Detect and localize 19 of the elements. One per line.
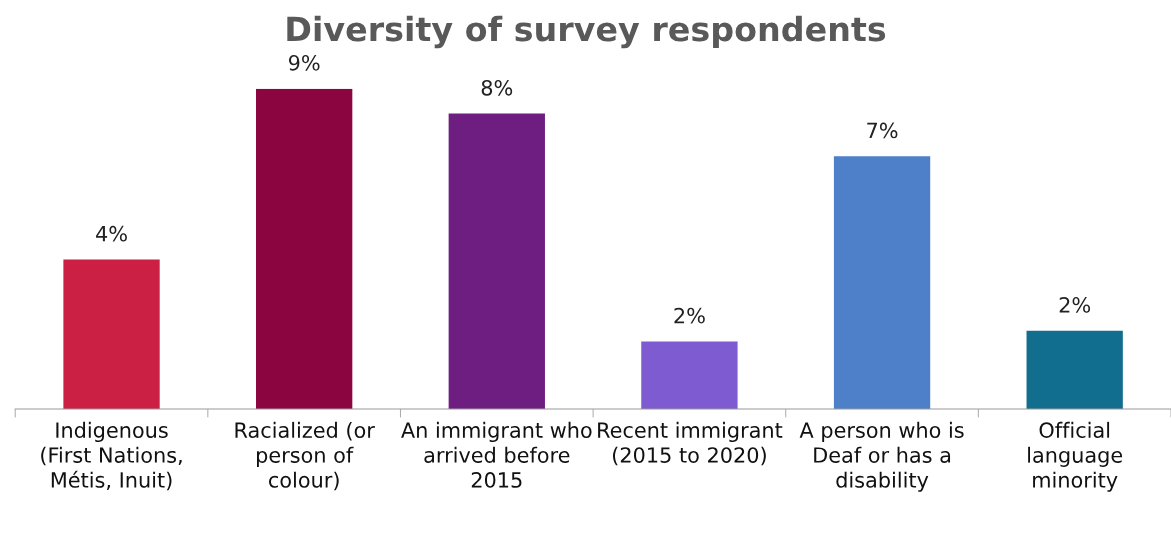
data-label: 8% [481, 79, 513, 96]
chart-title: Diversity of survey respondents [287, 15, 886, 49]
bar [833, 156, 931, 410]
x-tick-label: Official language minority [1028, 421, 1123, 492]
bar [63, 259, 160, 410]
bar [641, 341, 738, 410]
x-tick-label: A person who is Deaf or has a disability [799, 421, 964, 492]
bar [256, 88, 353, 410]
data-label: 7% [867, 122, 898, 139]
x-tick-label: An immigrant who arrived before 2015 [401, 421, 592, 488]
x-tick-label: Recent immigrant (2015 to 2020) [598, 421, 783, 466]
x-tick-label: Indigenous (First Nations, Métis, Inuit) [41, 421, 182, 491]
data-label: 2% [1059, 297, 1091, 313]
data-label: 9% [288, 54, 320, 71]
data-label: 4% [96, 225, 127, 242]
x-tick-label: Racialized (or person of colour) [235, 421, 375, 491]
bar [1026, 330, 1123, 410]
bar [448, 113, 545, 410]
data-label: 2% [674, 307, 705, 324]
